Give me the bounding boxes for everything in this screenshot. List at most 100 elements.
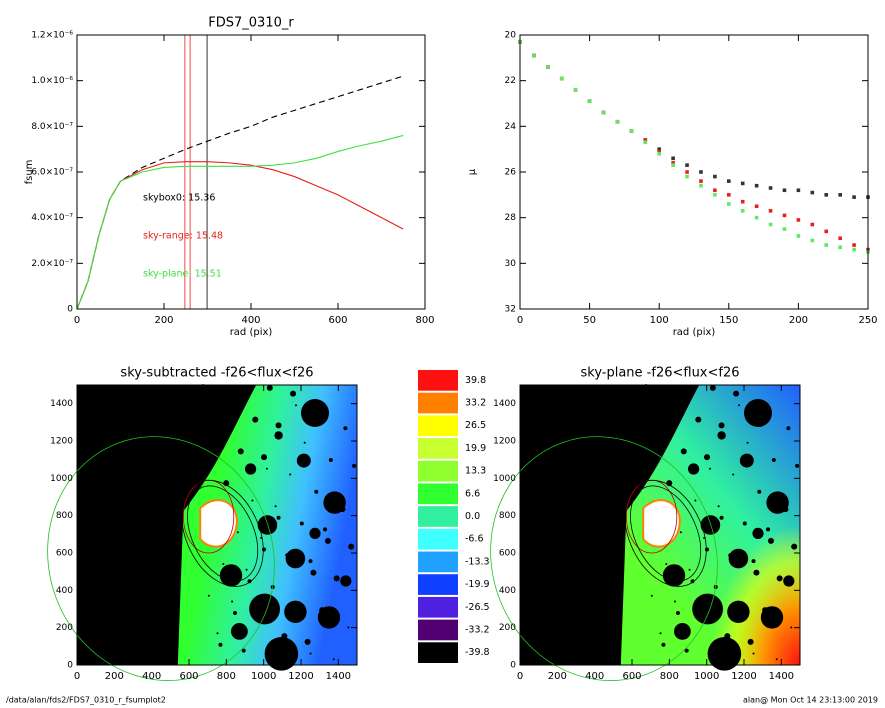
mask-dot <box>262 547 267 552</box>
footer-path: /data/alan/fds2/FDS7_0310_r_fsumplot2 <box>6 696 166 705</box>
x-tick-label: 400 <box>585 671 604 682</box>
x-tick-label: 800 <box>415 315 434 326</box>
mask-dot <box>333 575 340 582</box>
mask-dot <box>218 642 223 647</box>
mask-dot <box>737 404 740 407</box>
point <box>532 53 536 58</box>
y-tick-label: 600 <box>56 549 73 559</box>
x-tick-label: 400 <box>142 671 161 682</box>
mask-dot <box>650 594 653 597</box>
y-tick-label: 20 <box>505 31 517 41</box>
mask-dot <box>703 536 706 539</box>
point <box>796 234 801 238</box>
mask-hole <box>700 515 721 535</box>
mask-dot <box>203 394 208 399</box>
point <box>546 65 550 69</box>
y-tick-label: 0 <box>67 661 73 671</box>
mask-hole <box>692 593 723 625</box>
mask-dot <box>289 473 292 476</box>
x-tick-label: 1000 <box>694 671 719 682</box>
mask-dot <box>323 527 328 532</box>
mask-dot <box>328 458 333 463</box>
y-tick-label: 600 <box>499 549 516 559</box>
x-tick-label: 600 <box>622 671 641 682</box>
mask-dot <box>724 633 731 640</box>
mask-dot <box>318 409 321 412</box>
mask-dot <box>674 600 677 603</box>
saturated-core <box>642 499 681 548</box>
point <box>573 88 578 92</box>
mask-hole <box>231 623 248 640</box>
x-axis-label: rad (pix) <box>673 327 716 338</box>
y-axis-label: fsum <box>24 160 35 185</box>
x-tick-label: 200 <box>548 671 567 682</box>
mask-dot <box>675 611 680 616</box>
x-tick-label: 0 <box>517 315 523 326</box>
colorbar-label: 13.3 <box>465 466 486 477</box>
y-tick-label: 1200 <box>493 437 516 447</box>
mask-dot <box>232 611 237 616</box>
mask-dot <box>708 467 711 470</box>
x-tick-label: 0 <box>74 315 80 326</box>
mask-dot <box>314 489 319 494</box>
color-box <box>418 370 458 391</box>
y-tick-label: 200 <box>56 623 73 633</box>
y-tick-label: 200 <box>499 623 516 633</box>
mask-hole <box>783 575 795 587</box>
mask-dot <box>742 521 747 526</box>
point <box>713 174 717 179</box>
y-tick-label: 24 <box>505 122 517 132</box>
mask-dot <box>200 474 206 481</box>
mask-dot <box>295 601 302 608</box>
mask-hole <box>739 453 754 468</box>
y-tick-label: 1.2×10⁻⁶ <box>31 31 73 41</box>
colorbar-label: -26.5 <box>465 602 490 613</box>
mask-hole <box>674 623 691 640</box>
mask-hole <box>728 548 749 569</box>
x-tick-label: 1400 <box>769 671 794 682</box>
point <box>838 193 842 197</box>
point <box>768 186 773 190</box>
mask-dot <box>780 495 785 500</box>
annulus <box>187 485 259 582</box>
point <box>699 170 703 174</box>
mask-dot <box>751 559 756 564</box>
point <box>782 188 787 193</box>
mask-dot <box>694 499 697 502</box>
colorbar-label: 26.5 <box>465 420 486 431</box>
outer-ellipse <box>47 436 275 681</box>
mask-dot <box>643 474 649 481</box>
series-line <box>76 75 404 310</box>
point <box>685 163 689 167</box>
mask-hole <box>264 637 299 671</box>
mask-dot <box>294 404 297 407</box>
point <box>852 243 856 247</box>
mask-dot <box>237 448 244 455</box>
mask-dot <box>723 435 726 438</box>
colorbar-label: 6.6 <box>465 488 480 499</box>
mask-hole <box>274 431 283 440</box>
plot-frame <box>519 384 801 666</box>
mask-dot <box>771 458 776 463</box>
mask-dot <box>655 432 660 437</box>
x-axis-label: rad (pix) <box>230 327 273 338</box>
color-box <box>418 438 458 459</box>
mask-dot <box>766 527 771 532</box>
y-tick-label: 32 <box>505 305 516 315</box>
mask-dot <box>719 515 724 520</box>
mask-hole <box>284 600 307 623</box>
mask-dot <box>241 648 246 653</box>
mask-hole <box>285 548 306 569</box>
point <box>796 188 801 193</box>
mask-dot <box>281 633 288 640</box>
x-tick-label: 600 <box>328 315 347 326</box>
mask-dot <box>761 409 764 412</box>
mask-dot <box>738 601 745 608</box>
color-box <box>418 574 458 595</box>
outer-ellipse <box>490 436 718 681</box>
plot-frame <box>76 34 426 310</box>
mask-dot <box>324 537 331 544</box>
point <box>713 193 717 197</box>
point <box>810 238 815 243</box>
